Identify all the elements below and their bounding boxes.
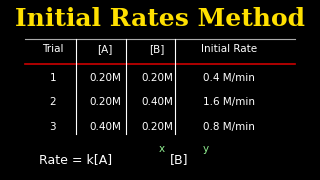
Text: 0.20M: 0.20M — [89, 97, 121, 107]
Text: y: y — [203, 144, 209, 154]
Text: x: x — [159, 144, 165, 154]
Text: [A]: [A] — [97, 44, 113, 54]
Text: 1.6 M/min: 1.6 M/min — [203, 97, 255, 107]
Text: 0.20M: 0.20M — [141, 122, 173, 132]
Text: [B]: [B] — [170, 153, 188, 166]
Text: Rate = k[A]: Rate = k[A] — [39, 153, 112, 166]
Text: 1: 1 — [49, 73, 56, 83]
Text: 0.40M: 0.40M — [89, 122, 121, 132]
Text: 0.8 M/min: 0.8 M/min — [203, 122, 255, 132]
Text: Initial Rates Method: Initial Rates Method — [15, 7, 305, 31]
Text: 0.40M: 0.40M — [141, 97, 173, 107]
Text: 3: 3 — [49, 122, 56, 132]
Text: 0.4 M/min: 0.4 M/min — [203, 73, 255, 83]
Text: Initial Rate: Initial Rate — [201, 44, 257, 54]
Text: 0.20M: 0.20M — [141, 73, 173, 83]
Text: Trial: Trial — [42, 44, 63, 54]
Text: [B]: [B] — [149, 44, 165, 54]
Text: 0.20M: 0.20M — [89, 73, 121, 83]
Text: 2: 2 — [49, 97, 56, 107]
